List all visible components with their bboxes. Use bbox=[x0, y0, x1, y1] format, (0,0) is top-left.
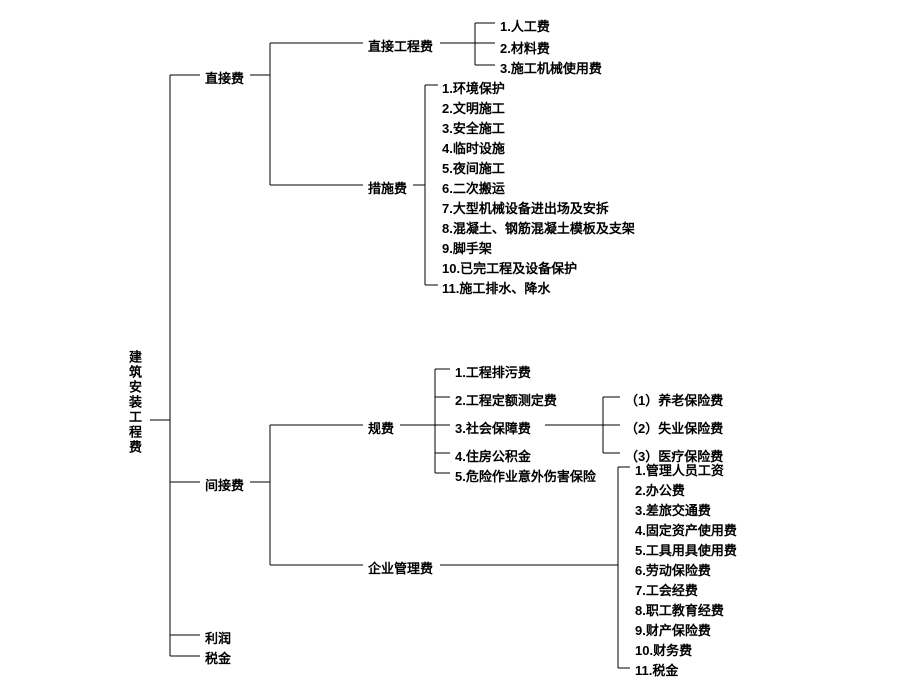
em-item: 2.办公费 bbox=[635, 480, 685, 499]
l2-ent-mgmt: 企业管理费 bbox=[368, 558, 433, 577]
l2-direct-eng: 直接工程费 bbox=[368, 36, 433, 55]
m-item: 7.大型机械设备进出场及安拆 bbox=[442, 198, 609, 217]
m-item: 10.已完工程及设备保护 bbox=[442, 258, 577, 277]
rf-item: 4.住房公积金 bbox=[455, 446, 531, 465]
soc-item: （2）失业保险费 bbox=[625, 418, 723, 437]
de-item: 3.施工机械使用费 bbox=[500, 58, 602, 77]
m-item: 4.临时设施 bbox=[442, 138, 505, 157]
l1-profit: 利润 bbox=[205, 628, 231, 647]
m-item: 1.环境保护 bbox=[442, 78, 505, 97]
l2-reg-fee: 规费 bbox=[368, 418, 394, 437]
em-item: 6.劳动保险费 bbox=[635, 560, 711, 579]
em-item: 7.工会经费 bbox=[635, 580, 698, 599]
m-item: 11.施工排水、降水 bbox=[442, 278, 550, 297]
em-item: 3.差旅交通费 bbox=[635, 500, 711, 519]
rf-item: 1.工程排污费 bbox=[455, 362, 531, 381]
root-node: 建筑安装工程费 bbox=[125, 350, 144, 455]
em-item: 4.固定资产使用费 bbox=[635, 520, 737, 539]
rf-item: 5.危险作业意外伤害保险 bbox=[455, 466, 596, 485]
m-item: 6.二次搬运 bbox=[442, 178, 505, 197]
em-item: 1.管理人员工资 bbox=[635, 460, 724, 479]
l1-tax: 税金 bbox=[205, 648, 231, 667]
em-item: 11.税金 bbox=[635, 660, 678, 679]
m-item: 3.安全施工 bbox=[442, 118, 505, 137]
em-item: 10.财务费 bbox=[635, 640, 692, 659]
l1-direct: 直接费 bbox=[205, 68, 244, 87]
em-item: 9.财产保险费 bbox=[635, 620, 711, 639]
soc-item: （1）养老保险费 bbox=[625, 390, 723, 409]
de-item: 2.材料费 bbox=[500, 38, 550, 57]
em-item: 5.工具用具使用费 bbox=[635, 540, 737, 559]
l2-measure: 措施费 bbox=[368, 178, 407, 197]
rf-item: 3.社会保障费 bbox=[455, 418, 531, 437]
em-item: 8.职工教育经费 bbox=[635, 600, 724, 619]
de-item: 1.人工费 bbox=[500, 16, 550, 35]
m-item: 2.文明施工 bbox=[442, 98, 505, 117]
m-item: 5.夜间施工 bbox=[442, 158, 505, 177]
l1-indirect: 间接费 bbox=[205, 475, 244, 494]
rf-item: 2.工程定额测定费 bbox=[455, 390, 557, 409]
m-item: 8.混凝土、钢筋混凝土模板及支架 bbox=[442, 218, 635, 237]
m-item: 9.脚手架 bbox=[442, 238, 492, 257]
